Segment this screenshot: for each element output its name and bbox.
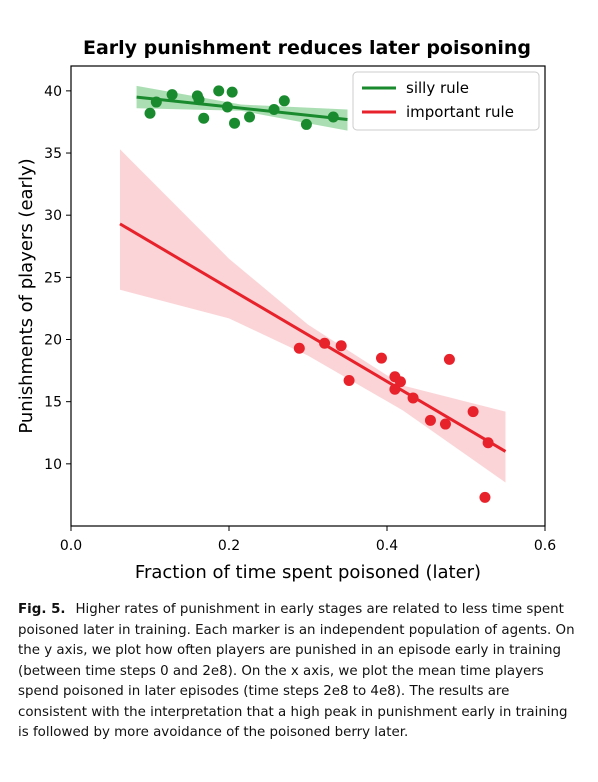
scatter-chart: Early punishment reduces later poisoning… — [16, 37, 556, 583]
data-point-silly-rule — [278, 95, 290, 107]
data-point-important-rule — [407, 392, 419, 404]
chart-title: Early punishment reduces later poisoning — [83, 37, 531, 59]
y-tick-label: 40 — [44, 84, 62, 100]
data-point-silly-rule — [268, 104, 280, 116]
caption-text: Higher rates of punishment in early stag… — [18, 602, 575, 740]
fit-lines — [119, 95, 507, 453]
data-point-important-rule — [443, 353, 455, 365]
data-point-important-rule — [439, 418, 451, 430]
y-axis-ticks: 10 15 20 25 30 35 40 — [44, 84, 71, 473]
data-point-silly-rule — [198, 112, 210, 124]
x-tick-label: 0.6 — [534, 538, 556, 554]
data-point-important-rule — [343, 375, 355, 387]
data-point-silly-rule — [244, 111, 256, 123]
y-tick-label: 20 — [44, 333, 62, 349]
caption-label: Fig. 5. — [18, 602, 66, 617]
data-point-silly-rule — [166, 89, 178, 101]
y-tick-label: 25 — [44, 270, 62, 286]
data-point-important-rule — [335, 340, 347, 352]
data-point-important-rule — [424, 414, 436, 426]
legend-label-important-rule: important rule — [406, 103, 514, 121]
data-point-important-rule — [319, 337, 331, 349]
data-point-silly-rule — [300, 118, 312, 130]
data-point-silly-rule — [144, 107, 156, 119]
data-point-silly-rule — [327, 111, 339, 123]
legend: silly rule important rule — [352, 71, 540, 131]
fit-line-silly-rule — [136, 95, 348, 121]
x-tick-label: 0.4 — [376, 538, 398, 554]
data-point-silly-rule — [226, 86, 238, 98]
data-point-silly-rule — [193, 94, 205, 106]
data-point-important-rule — [394, 376, 406, 388]
x-tick-label: 0.0 — [60, 538, 82, 554]
figure-caption: Fig. 5. Higher rates of punishment in ear… — [18, 600, 578, 744]
plot-area — [70, 65, 546, 527]
data-points — [144, 85, 494, 503]
y-tick-label: 35 — [44, 146, 62, 162]
data-point-important-rule — [479, 491, 491, 503]
x-tick-label: 0.2 — [218, 538, 240, 554]
legend-label-silly-rule: silly rule — [406, 79, 469, 97]
legend-box — [352, 71, 540, 131]
data-point-important-rule — [482, 437, 494, 449]
y-axis-label: Punishments of players (early) — [16, 158, 37, 433]
data-point-important-rule — [467, 406, 479, 418]
data-point-silly-rule — [229, 117, 241, 129]
data-point-silly-rule — [221, 101, 233, 113]
data-point-silly-rule — [213, 85, 225, 97]
fit-line-important-rule — [119, 222, 507, 453]
data-point-important-rule — [375, 352, 387, 364]
y-tick-label: 10 — [44, 457, 62, 473]
data-point-important-rule — [293, 342, 305, 354]
y-tick-label: 15 — [44, 395, 62, 411]
data-point-silly-rule — [150, 96, 162, 108]
y-tick-label: 30 — [44, 208, 62, 224]
x-axis-ticks: 0.0 0.2 0.4 0.6 — [60, 526, 556, 554]
x-axis-label: Fraction of time spent poisoned (later) — [135, 562, 481, 583]
